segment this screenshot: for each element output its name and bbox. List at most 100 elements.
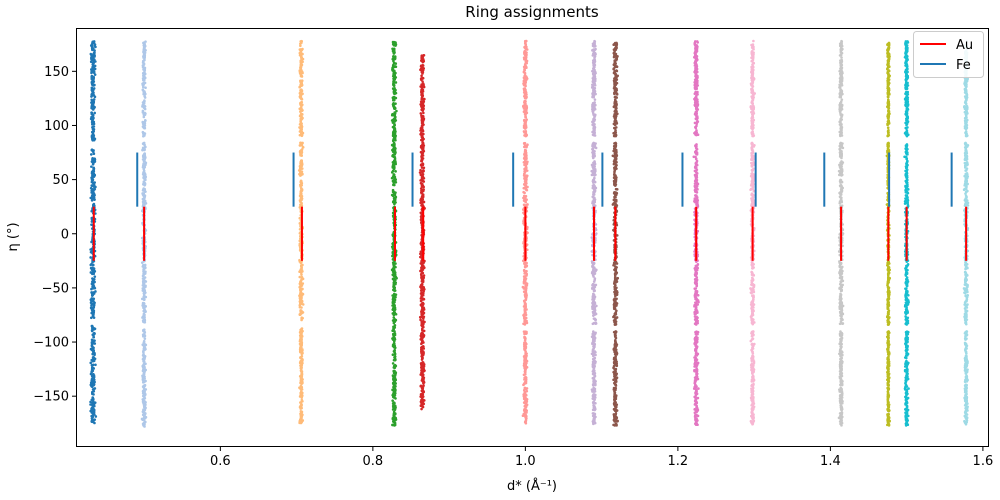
ring-point <box>591 143 595 147</box>
ring-point <box>592 310 595 314</box>
ring-point <box>392 274 396 278</box>
ring-point <box>421 308 424 312</box>
ring-point <box>93 413 96 416</box>
ring-point <box>301 303 305 306</box>
ring-point <box>613 116 617 120</box>
ring-point <box>142 56 146 59</box>
ring-point <box>92 83 96 87</box>
ring-point <box>420 400 424 403</box>
ring-point <box>141 72 145 75</box>
ring-point <box>421 170 424 174</box>
ring-point <box>92 122 96 126</box>
ring-point <box>142 362 146 366</box>
ring-point <box>93 111 96 115</box>
ring-point <box>524 364 528 368</box>
ring-point <box>89 372 93 376</box>
ring-point <box>421 316 424 319</box>
ring-point <box>393 81 396 84</box>
ring-point <box>390 143 394 147</box>
ring-point <box>391 402 395 405</box>
ring-point <box>393 129 397 132</box>
ring-point <box>143 119 147 122</box>
ring-point <box>525 182 528 185</box>
ring-point <box>144 40 147 43</box>
ring-point <box>144 343 148 347</box>
ring-point <box>420 311 423 314</box>
ring-point <box>614 89 618 92</box>
ring-point <box>143 91 147 95</box>
ring-point <box>300 188 304 191</box>
ring-point <box>299 119 303 122</box>
ring-point <box>92 408 96 412</box>
ring-point <box>420 135 424 138</box>
ring-point <box>613 198 616 201</box>
ring-point <box>523 148 527 152</box>
ring-point <box>613 277 617 280</box>
ring-point <box>390 268 394 272</box>
ring-point <box>421 107 425 111</box>
ring-point <box>593 176 596 180</box>
ring-point <box>298 302 302 306</box>
ring-point <box>91 90 95 94</box>
ring-point <box>393 391 397 395</box>
ring-point <box>522 110 526 113</box>
ring-point <box>422 274 426 277</box>
ring-point <box>591 186 595 190</box>
ring-point <box>522 130 526 133</box>
ring-point <box>298 405 302 409</box>
ring-point <box>300 351 304 355</box>
ring-point <box>591 305 594 309</box>
ring-point <box>299 401 303 404</box>
ring-point <box>394 170 397 173</box>
ring-point <box>614 336 618 340</box>
ring-point <box>593 101 596 104</box>
ring-point <box>523 278 527 282</box>
ring-point <box>90 137 94 141</box>
ring-point <box>524 359 527 363</box>
ring-point <box>391 344 395 348</box>
ring-point <box>299 169 302 173</box>
ring-point <box>92 305 96 308</box>
ring-point <box>142 335 145 338</box>
ring-point <box>421 328 424 332</box>
ring-point <box>525 76 528 79</box>
ring-point <box>300 154 303 157</box>
ring-point <box>523 51 527 55</box>
ring-point <box>422 200 426 204</box>
ring-point <box>593 295 597 299</box>
ring-point <box>300 159 304 162</box>
ring-point <box>613 305 617 309</box>
ring-point <box>93 275 97 278</box>
ring-point <box>421 371 424 375</box>
ring-point <box>299 381 303 384</box>
ring-point <box>89 361 93 365</box>
ring-point <box>300 88 303 91</box>
ring-point <box>591 348 595 351</box>
ring-point <box>141 316 144 319</box>
ring-point <box>143 42 146 46</box>
ring-point <box>300 52 303 56</box>
ring-point <box>89 266 93 270</box>
ring-point <box>392 98 396 102</box>
ring-point <box>141 400 145 404</box>
ring-point <box>592 164 596 168</box>
ring-point <box>523 319 527 322</box>
ring-point <box>525 308 528 311</box>
ring-point <box>524 313 528 317</box>
ring-point <box>591 408 595 412</box>
ring-point <box>92 70 95 74</box>
ring-point <box>142 62 146 65</box>
ring-point <box>592 288 596 292</box>
ring-point <box>524 91 528 94</box>
ring-point <box>300 68 303 72</box>
ring-point <box>391 132 395 136</box>
ring-point <box>393 346 397 350</box>
ring-point <box>523 123 527 127</box>
ring-point <box>143 183 146 187</box>
ring-point <box>301 277 305 281</box>
ring-point <box>393 415 396 419</box>
ring-point <box>142 203 146 207</box>
ring-point <box>592 390 596 393</box>
ring-point <box>143 422 146 426</box>
ring-point <box>299 63 303 67</box>
